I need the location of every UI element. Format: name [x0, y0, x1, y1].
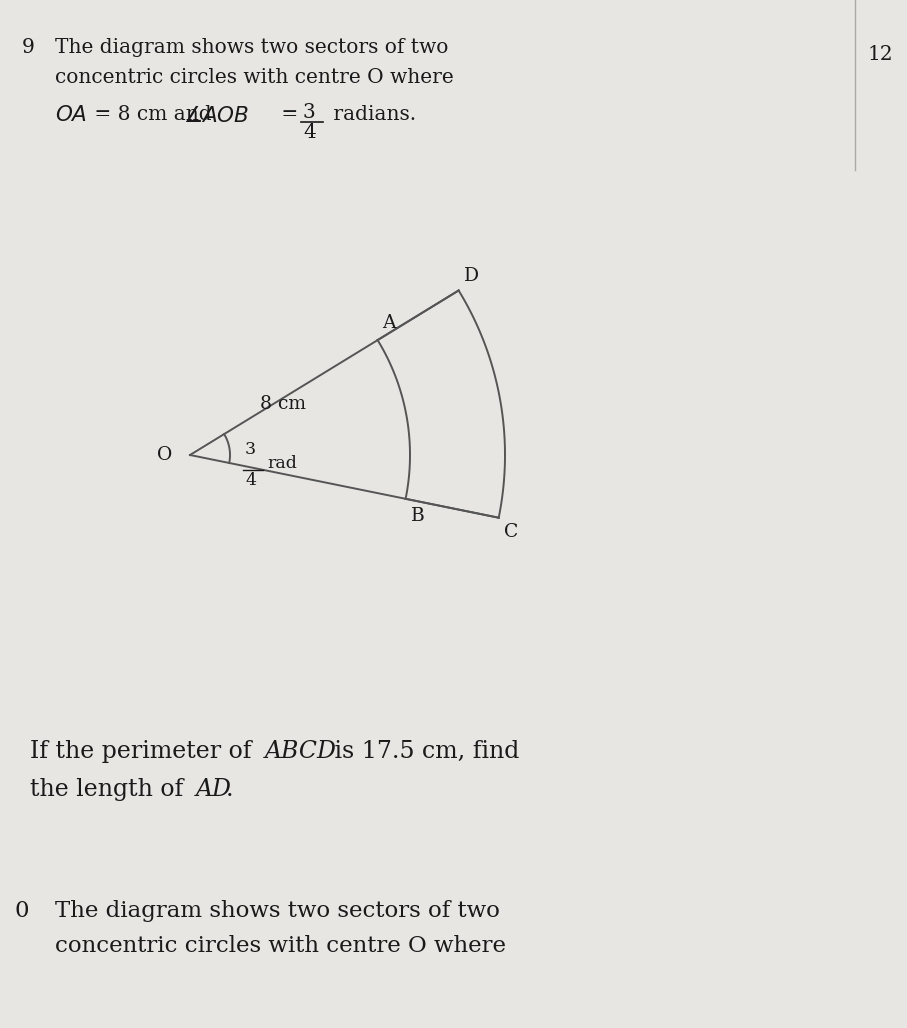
- Text: O: O: [157, 446, 172, 464]
- Text: A: A: [383, 315, 396, 332]
- Text: C: C: [503, 522, 518, 541]
- Text: 4: 4: [245, 472, 256, 489]
- Text: 12: 12: [868, 45, 893, 64]
- Text: $OA$: $OA$: [55, 105, 87, 125]
- Text: concentric circles with centre O where: concentric circles with centre O where: [55, 935, 506, 957]
- Text: = 8 cm and: = 8 cm and: [88, 105, 218, 124]
- Text: concentric circles with centre O where: concentric circles with centre O where: [55, 68, 454, 87]
- Text: is 17.5 cm, find: is 17.5 cm, find: [327, 740, 520, 763]
- Text: B: B: [411, 507, 424, 525]
- Text: The diagram shows two sectors of two: The diagram shows two sectors of two: [55, 38, 448, 57]
- Text: If the perimeter of: If the perimeter of: [30, 740, 259, 763]
- Text: 9: 9: [22, 38, 34, 57]
- Text: ABCD: ABCD: [265, 740, 337, 763]
- Text: .: .: [226, 778, 234, 801]
- Text: 3: 3: [303, 103, 316, 122]
- Text: The diagram shows two sectors of two: The diagram shows two sectors of two: [55, 900, 500, 922]
- Text: 4: 4: [303, 123, 316, 142]
- Text: 8 cm: 8 cm: [260, 395, 307, 413]
- Text: radians.: radians.: [327, 105, 416, 124]
- Text: rad: rad: [267, 455, 297, 473]
- Text: the length of: the length of: [30, 778, 190, 801]
- Text: D: D: [463, 267, 479, 286]
- Text: AD: AD: [196, 778, 232, 801]
- Text: 3: 3: [245, 441, 256, 458]
- Text: =: =: [275, 105, 305, 124]
- Text: $\angle AOB$: $\angle AOB$: [183, 105, 249, 126]
- Text: 0: 0: [14, 900, 28, 922]
